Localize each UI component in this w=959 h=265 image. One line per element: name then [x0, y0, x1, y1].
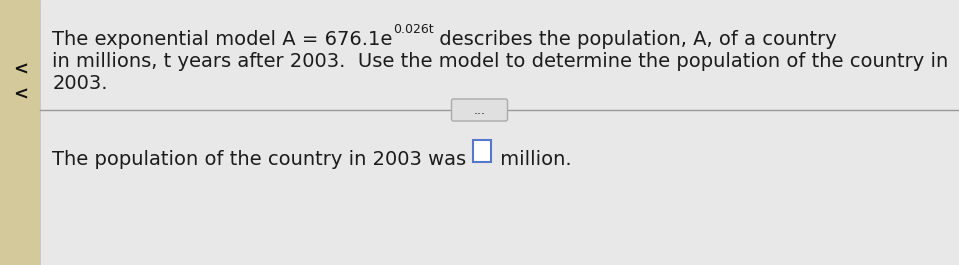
Text: <: <: [12, 61, 28, 79]
Text: million.: million.: [494, 150, 572, 169]
Text: The population of the country in 2003 was: The population of the country in 2003 wa…: [53, 150, 473, 169]
Text: 0.026t: 0.026t: [392, 23, 433, 36]
Bar: [0, 0, 40, 265]
FancyBboxPatch shape: [452, 99, 507, 121]
Text: The exponential model A = 676.1e: The exponential model A = 676.1e: [53, 30, 392, 49]
Text: 2003.: 2003.: [53, 74, 107, 93]
Text: <: <: [12, 86, 28, 104]
Text: ...: ...: [474, 104, 485, 117]
Bar: [473, 140, 491, 162]
Text: describes the population, A, of a country: describes the population, A, of a countr…: [433, 30, 837, 49]
Text: in millions, t years after 2003.  Use the model to determine the population of t: in millions, t years after 2003. Use the…: [53, 52, 948, 71]
